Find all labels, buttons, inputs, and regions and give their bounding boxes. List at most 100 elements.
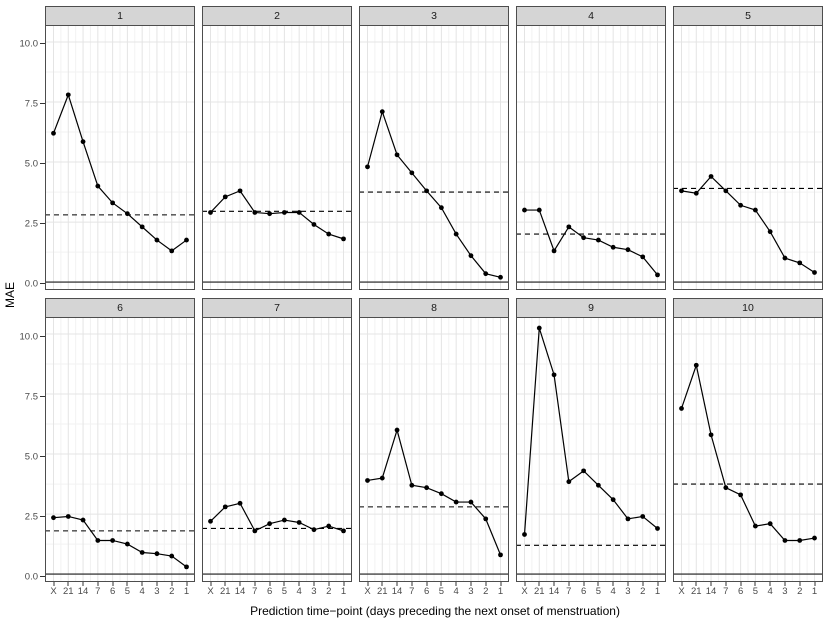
- x-tick-mark: [583, 582, 585, 586]
- data-point: [237, 500, 243, 506]
- data-point: [267, 211, 273, 217]
- data-point: [154, 237, 160, 243]
- x-tick-mark: [126, 582, 128, 586]
- y-tick-mark: [40, 336, 45, 338]
- data-point: [536, 325, 542, 331]
- x-tick-label: 14: [548, 586, 560, 597]
- data-point: [341, 528, 346, 534]
- data-point: [311, 527, 317, 533]
- x-tick-mark: [269, 582, 271, 586]
- x-tick-label: 21: [62, 586, 74, 597]
- facet-strip: 1: [45, 6, 195, 25]
- data-point: [438, 491, 444, 497]
- data-point: [782, 255, 788, 261]
- x-tick-mark: [538, 582, 540, 586]
- data-point: [51, 130, 56, 136]
- mae-line: [366, 109, 501, 278]
- x-tick-mark: [298, 582, 300, 586]
- data-point: [797, 260, 803, 266]
- x-tick-mark: [141, 582, 143, 586]
- data-point: [483, 516, 489, 522]
- data-point: [693, 362, 699, 368]
- facet-plot-area: [673, 25, 823, 290]
- x-tick-label: 7: [566, 586, 572, 597]
- x-tick-label: 3: [625, 586, 631, 597]
- x-tick-label: 3: [154, 586, 160, 597]
- y-tick-label: 5.0: [24, 451, 38, 463]
- x-tick-mark: [343, 582, 344, 586]
- data-point: [566, 479, 572, 485]
- y-tick-mark: [40, 163, 45, 165]
- facet-strip-label: 4: [588, 10, 594, 22]
- facet-grid: 1 2 3 4 5 6 X 21 14 7 6 5 4 3 2 1 7 X 21 14 7 6 5 4 3 2 1 8 X 21 14 7 6 5…: [45, 6, 823, 599]
- x-tick-mark: [597, 582, 599, 586]
- x-tick-mark: [612, 582, 614, 586]
- data-point: [80, 517, 86, 523]
- data-point: [424, 485, 430, 491]
- x-tick-mark: [784, 582, 786, 586]
- x-tick-label: 6: [580, 586, 587, 597]
- x-tick-label: 1: [654, 586, 661, 597]
- x-tick-label: 5: [752, 586, 759, 597]
- data-point: [154, 551, 160, 557]
- facet-strip: 6: [45, 298, 195, 317]
- facet-strip-label: 7: [274, 302, 280, 314]
- facet-strip-label: 9: [588, 302, 594, 314]
- mae-line: [210, 502, 344, 532]
- x-tick-label: 21: [219, 586, 231, 597]
- data-point: [595, 482, 601, 488]
- data-point: [679, 406, 684, 411]
- x-tick-label: 5: [281, 586, 288, 597]
- data-point: [610, 497, 616, 503]
- x-tick-label: X: [50, 586, 57, 597]
- facet-panel-10: 10 X 21 14 7 6 5 4 3 2 1: [673, 298, 823, 599]
- data-point: [124, 211, 130, 217]
- facet-panel-2: 2: [202, 6, 352, 290]
- facet-plot-area: [202, 25, 352, 290]
- x-tick-label: 3: [468, 586, 474, 597]
- x-tick-mark: [553, 582, 555, 586]
- data-point: [424, 188, 430, 194]
- x-tick-label: 3: [782, 586, 788, 597]
- facet-strip-label: 6: [117, 302, 123, 314]
- data-point: [738, 202, 744, 208]
- x-tick-label: 2: [640, 586, 646, 597]
- data-point: [752, 207, 758, 213]
- data-point: [267, 521, 273, 527]
- data-point: [326, 523, 332, 529]
- x-tick-label: 14: [234, 586, 246, 597]
- x-tick-label: 7: [723, 586, 729, 597]
- x-tick-label: 14: [77, 586, 89, 597]
- x-tick-mark: [455, 582, 457, 586]
- x-tick-mark: [725, 582, 727, 586]
- y-axis-ticks: 0.0 2.5 5.0 7.5 10.0 0.0 2.5 5.0 7.5 10.0: [0, 0, 45, 600]
- x-tick-label: 7: [409, 586, 415, 597]
- facet-strip-label: 5: [745, 10, 751, 22]
- x-tick-label: 21: [690, 586, 702, 597]
- data-point: [498, 274, 503, 280]
- data-point: [812, 270, 817, 275]
- data-point: [139, 550, 145, 555]
- data-point: [566, 224, 572, 230]
- x-tick-label: 14: [705, 586, 717, 597]
- data-point: [655, 526, 660, 531]
- data-point: [610, 244, 616, 250]
- data-point: [536, 207, 542, 213]
- x-tick-mark: [799, 582, 801, 586]
- x-tick-mark: [695, 582, 697, 586]
- y-tick-label: 5.0: [24, 158, 38, 170]
- data-point: [483, 271, 489, 277]
- x-tick-mark: [224, 582, 226, 586]
- x-tick-label: 21: [533, 586, 545, 597]
- facet-plot-area: [516, 25, 666, 290]
- y-tick-mark: [40, 43, 45, 45]
- x-tick-mark: [328, 582, 330, 586]
- x-axis-tick-row: X 21 14 7 6 5 4 3 2 1: [516, 582, 666, 599]
- facet-strip: 7: [202, 298, 352, 317]
- data-point: [453, 231, 459, 237]
- data-point: [767, 521, 773, 527]
- x-tick-mark: [657, 582, 658, 586]
- x-tick-mark: [524, 582, 525, 586]
- data-point: [468, 499, 474, 505]
- data-point: [379, 109, 385, 115]
